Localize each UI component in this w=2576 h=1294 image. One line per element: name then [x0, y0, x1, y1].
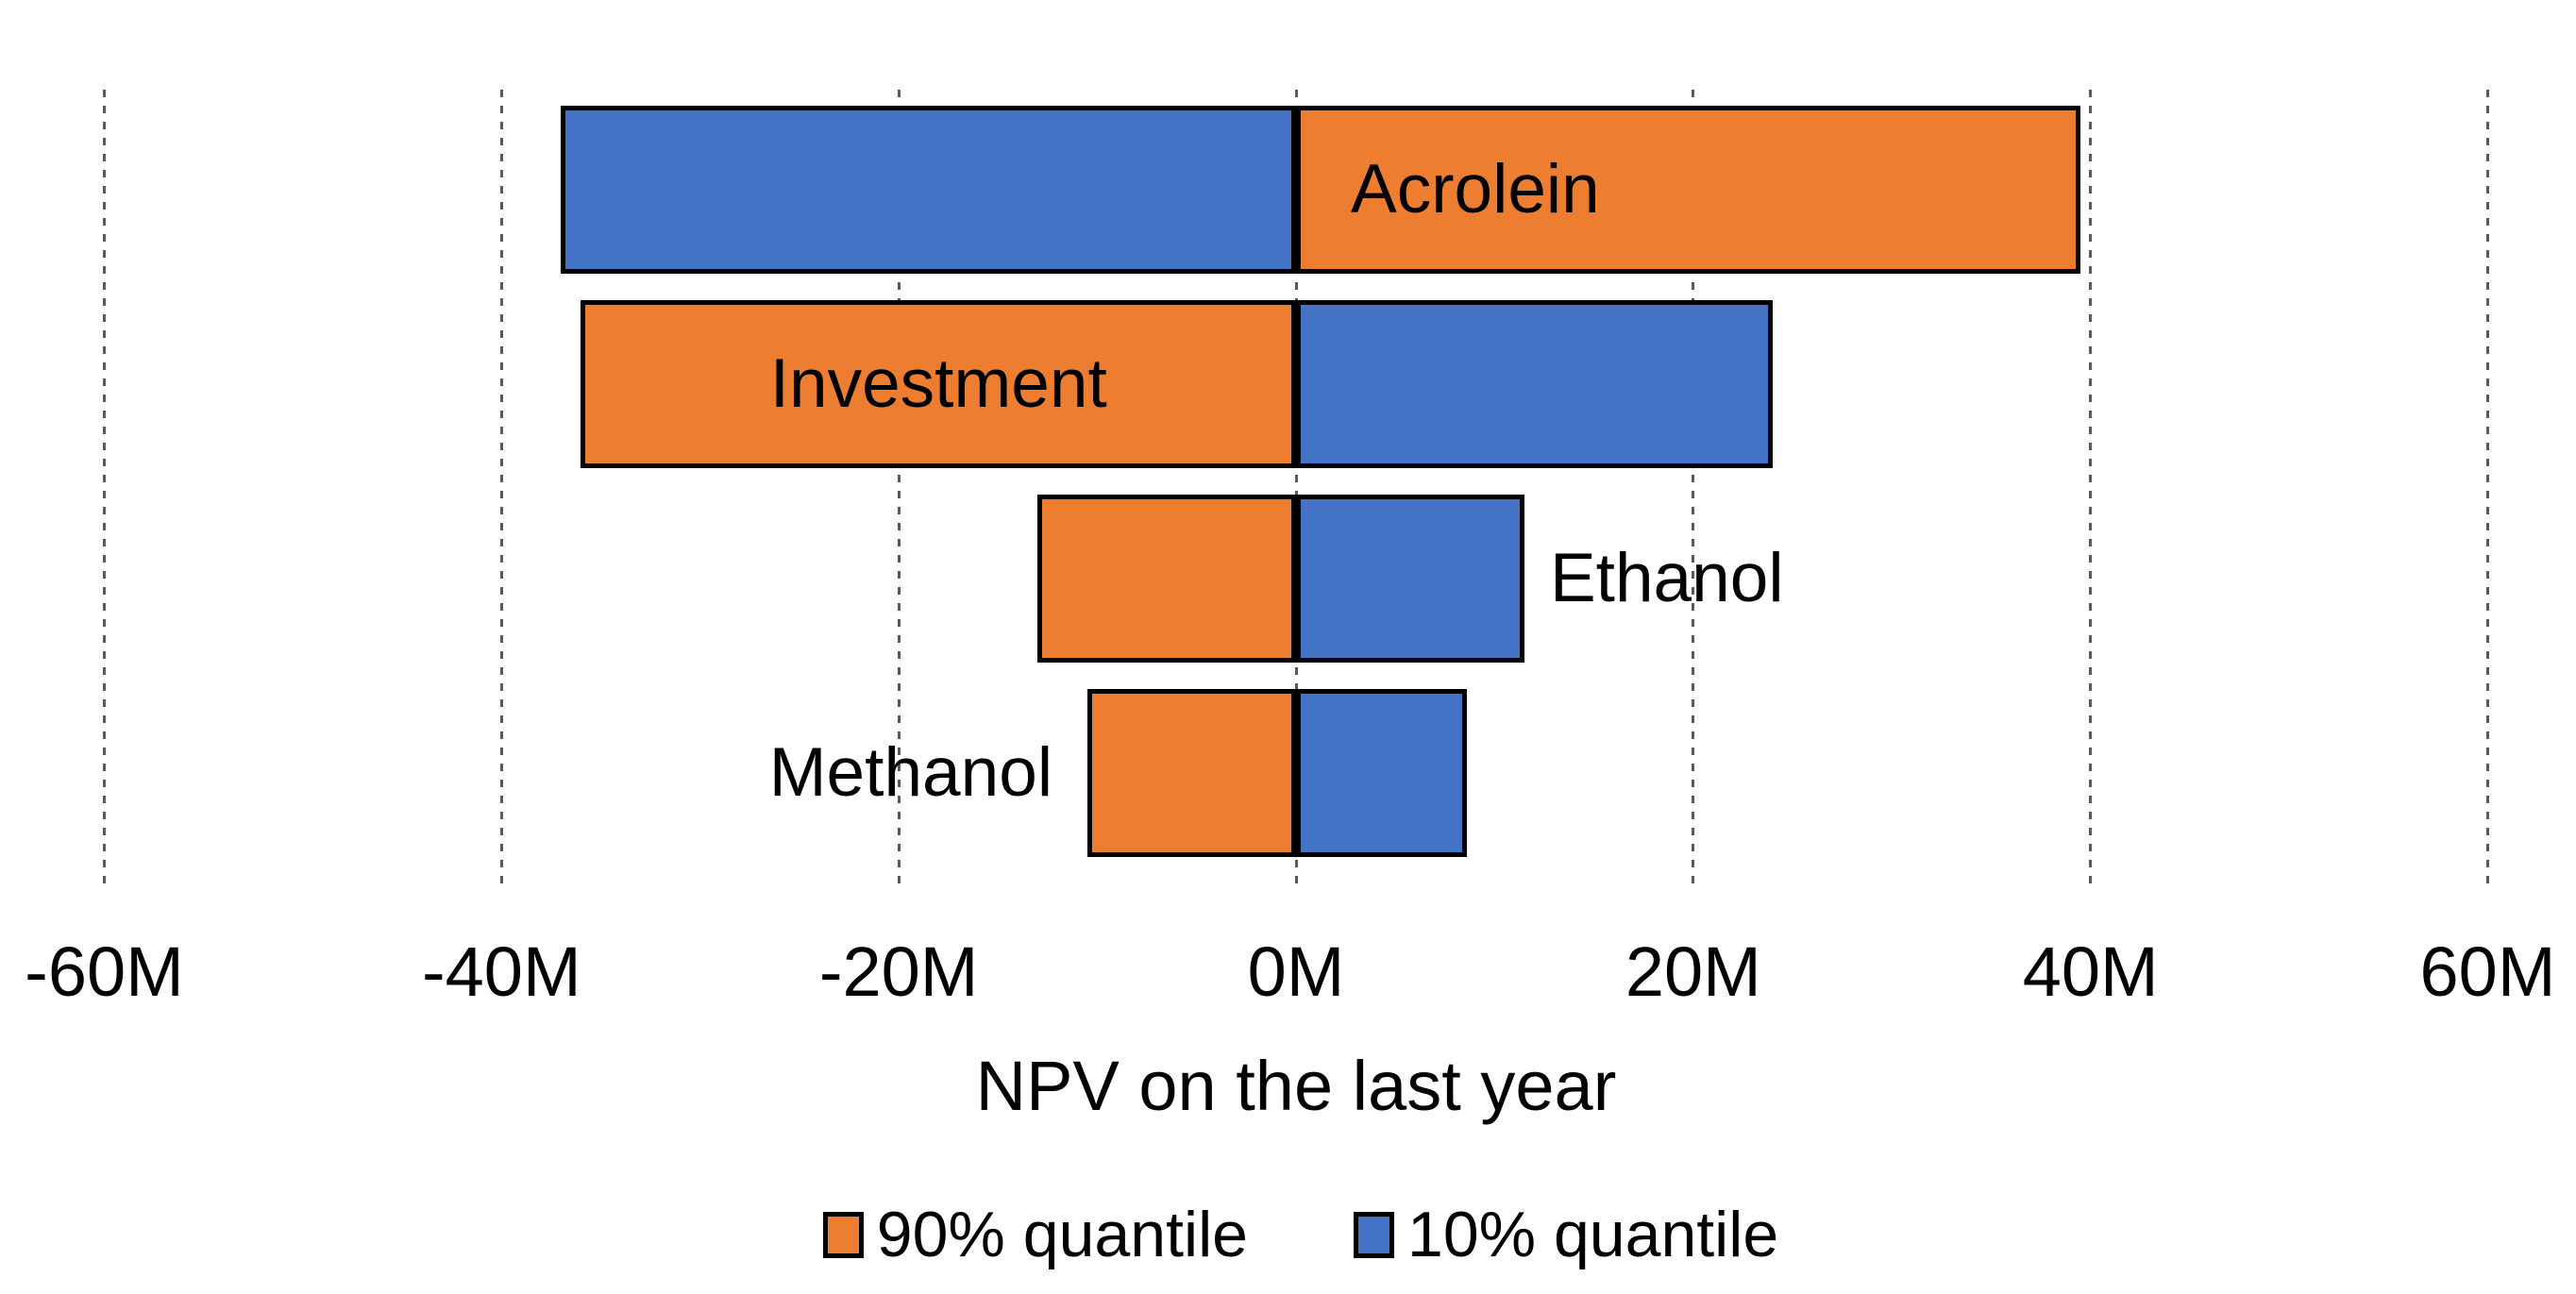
- bar-methanol-90-quantile: [1087, 689, 1296, 857]
- x-tick-label-60m: -60M: [25, 933, 184, 1011]
- bar-acrolein-10-quantile: [561, 106, 1296, 274]
- legend-swatch-90-quantile-icon: [822, 1211, 864, 1258]
- gridline-40m: [499, 90, 503, 892]
- bar-investment-10-quantile: [1296, 300, 1773, 468]
- gridline-20m: [897, 90, 901, 892]
- bar-label-investment: Investment: [769, 345, 1107, 422]
- legend-item-90-quantile: 90% quantile: [822, 1197, 1248, 1272]
- bar-ethanol-90-quantile: [1037, 495, 1296, 663]
- bar-acrolein-90-quantile: [1296, 106, 2081, 274]
- x-tick-label-20m: 20M: [1625, 933, 1761, 1011]
- legend-label-90-quantile: 90% quantile: [876, 1199, 1248, 1270]
- legend-label-10-quantile: 10% quantile: [1407, 1199, 1779, 1270]
- gridline-20m: [1692, 90, 1695, 892]
- x-tick-label-60m: 60M: [2419, 933, 2556, 1011]
- bar-methanol-10-quantile: [1296, 689, 1467, 857]
- x-axis-title: NPV on the last year: [975, 1047, 1617, 1125]
- legend-swatch-10-quantile-icon: [1354, 1211, 1394, 1258]
- gridline-40m: [2089, 90, 2093, 892]
- x-tick-label-20m: -20M: [818, 933, 979, 1011]
- x-tick-label-40m: 40M: [2022, 933, 2159, 1011]
- bar-label-acrolein: Acrolein: [1351, 151, 1600, 227]
- bar-label-methanol: Methanol: [768, 734, 1053, 811]
- gridline-0m: [1294, 90, 1298, 892]
- legend-item-10-quantile: 10% quantile: [1354, 1197, 1778, 1272]
- legend: 90% quantile 10% quantile: [0, 1197, 2576, 1272]
- bar-ethanol-10-quantile: [1296, 495, 1524, 663]
- gridline-60m: [102, 90, 106, 892]
- bar-label-ethanol: Ethanol: [1549, 540, 1784, 616]
- gridline-60m: [2486, 90, 2490, 892]
- x-tick-label-0m: 0M: [1247, 933, 1345, 1011]
- x-tick-label-40m: -40M: [422, 933, 581, 1011]
- bar-investment-90-quantile: [581, 300, 1296, 468]
